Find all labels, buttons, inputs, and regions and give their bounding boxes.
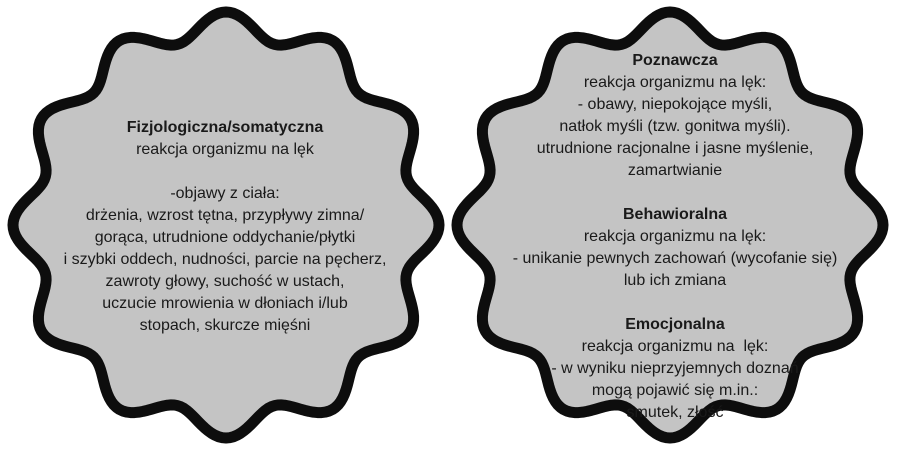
right-badge-shape <box>451 6 889 444</box>
left-line: drżenia, wzrost tętna, przypływy zimna/ <box>85 207 365 224</box>
behavioral-line: - unikanie pewnych zachowań (wycofanie s… <box>512 250 838 267</box>
left-heading: Fizjologiczna/somatyczna <box>126 119 324 136</box>
section-spacer <box>450 182 900 204</box>
emotional-line: - w wyniku nieprzyjemnych doznań <box>551 360 799 377</box>
emotional-line: mogą pojawić się m.in.: <box>591 382 759 399</box>
cognitive-line: natłok myśli (tzw. gonitwa myśli). <box>559 118 791 135</box>
behavioral-subheading: reakcja organizmu na lęk: <box>583 228 767 245</box>
emotional-line: smutek, złość <box>626 404 724 421</box>
emotional-subheading: reakcja organizmu na lęk: <box>581 338 769 355</box>
emotional-heading: Emocjonalna <box>625 316 725 333</box>
cognitive-line: utrudnione racjonalne i jasne myślenie, <box>536 140 814 157</box>
left-spacer <box>0 161 450 183</box>
right-badge-text: Poznawcza reakcja organizmu na lęk: - ob… <box>450 50 900 424</box>
left-line: uczucie mrowienia w dłoniach i/lub <box>102 295 348 312</box>
left-subheading: reakcja organizmu na lęk <box>136 141 314 158</box>
cognitive-line: - obawy, niepokojące myśli, <box>577 96 773 113</box>
left-line: i szybki oddech, nudności, parcie na pęc… <box>63 251 387 268</box>
behavioral-line: lub ich zmiana <box>623 272 727 289</box>
left-badge-outline <box>7 6 445 444</box>
left-line: stopach, skurcze mięśni <box>139 317 311 334</box>
cognitive-line: zamartwianie <box>627 162 723 179</box>
cognitive-subheading: reakcja organizmu na lęk: <box>583 74 767 91</box>
left-badge-shape <box>7 6 445 444</box>
left-line: -objawy z ciała: <box>170 185 280 202</box>
behavioral-heading: Behawioralna <box>622 206 728 223</box>
left-badge: Fizjologiczna/somatyczna reakcja organiz… <box>0 6 450 444</box>
left-line: gorąca, utrudnione oddychanie/płytki <box>94 229 356 246</box>
left-line: zawroty głowy, suchość w ustach, <box>105 273 345 290</box>
section-spacer <box>450 292 900 314</box>
right-badge-outline <box>451 6 889 444</box>
right-badge: Poznawcza reakcja organizmu na lęk: - ob… <box>450 0 900 450</box>
left-badge-text: Fizjologiczna/somatyczna reakcja organiz… <box>0 117 450 337</box>
cognitive-heading: Poznawcza <box>632 52 718 69</box>
